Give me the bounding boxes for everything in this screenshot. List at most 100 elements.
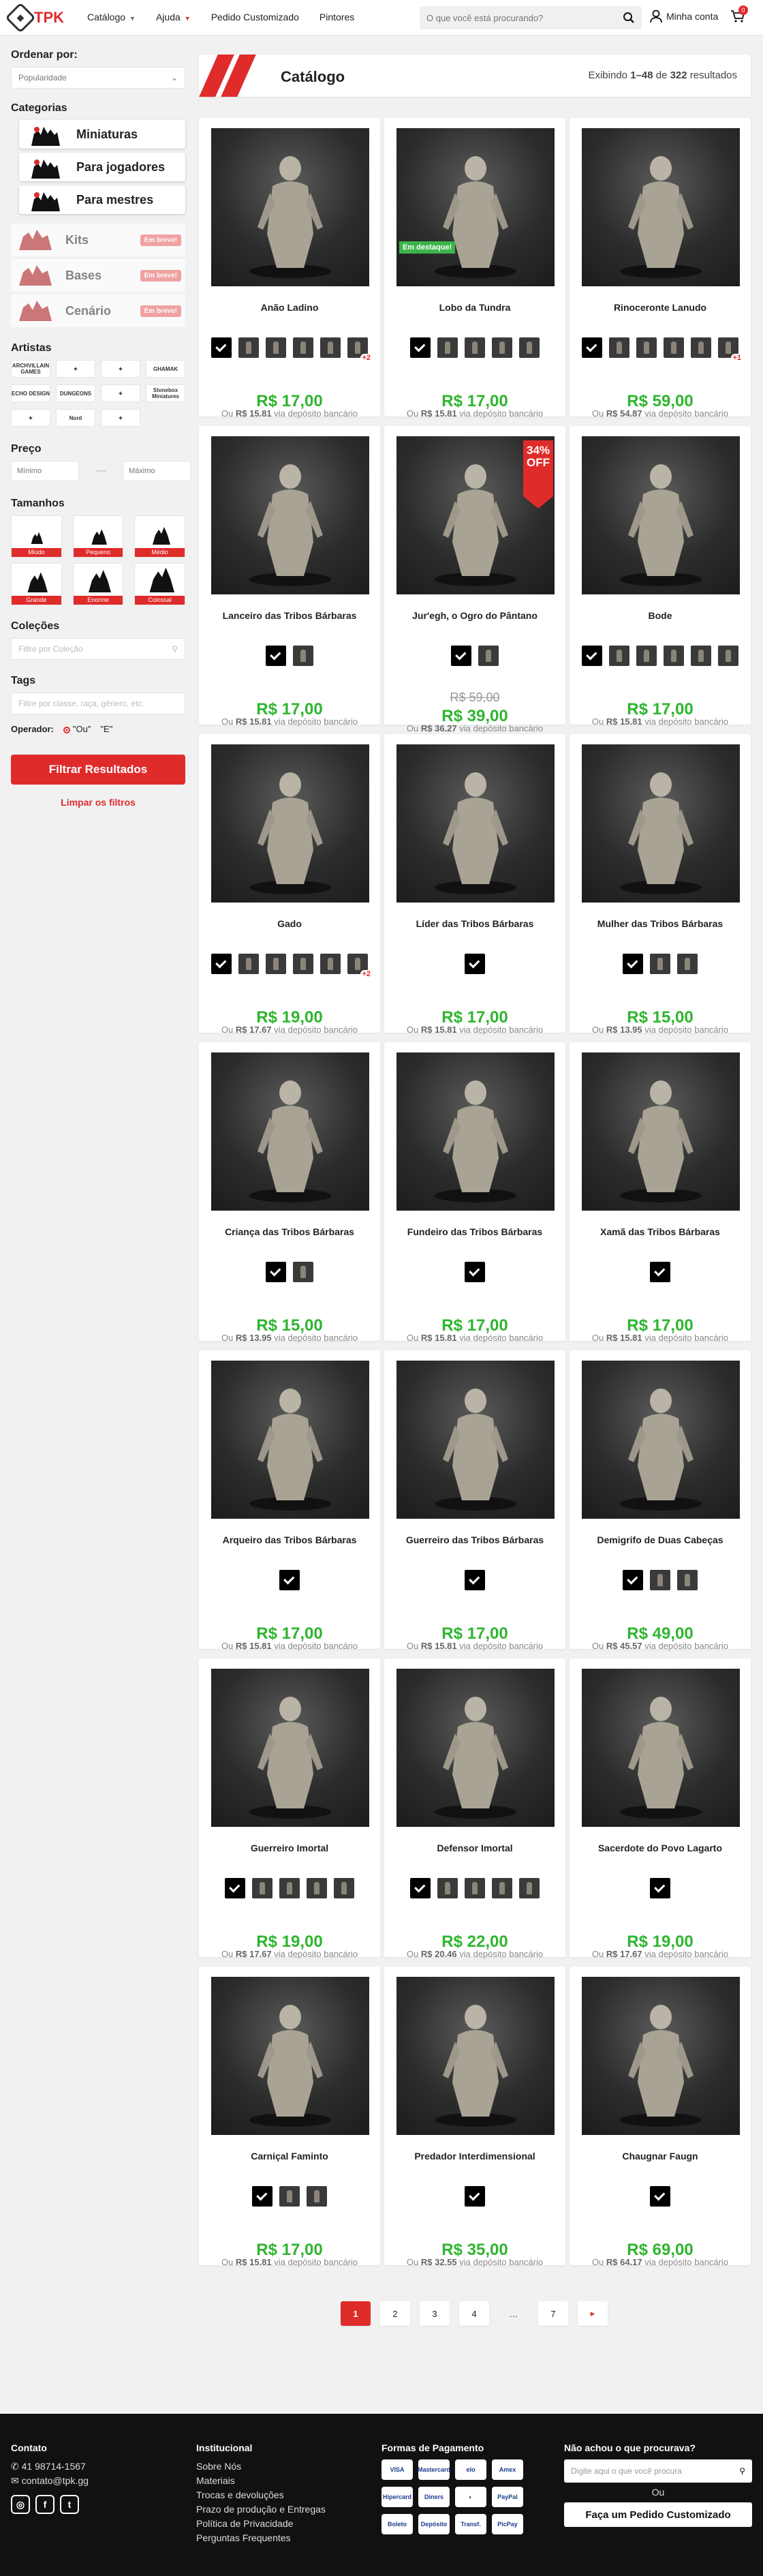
variant-thumbnail[interactable] xyxy=(293,646,313,666)
product-image[interactable] xyxy=(396,1052,555,1211)
custom-order-button[interactable]: Faça um Pedido Customizado xyxy=(564,2502,752,2527)
size-option-5[interactable]: Colossal xyxy=(134,563,185,605)
product-card[interactable]: Fundeiro das Tribos Bárbaras R$ 17,00 Ou R… xyxy=(384,1042,565,1343)
variant-thumbnail[interactable] xyxy=(293,337,313,358)
variant-thumbnail[interactable] xyxy=(691,337,711,358)
product-image[interactable] xyxy=(211,744,369,903)
variant-selected-check[interactable] xyxy=(279,1570,300,1590)
variant-selected-check[interactable] xyxy=(650,1878,670,1898)
variant-selected-check[interactable] xyxy=(410,337,431,358)
artist-logo-0[interactable]: ARCHVILLAIN GAMES xyxy=(11,360,50,378)
product-name[interactable]: Demigrifo de Duas Cabeças xyxy=(597,1534,723,1545)
variant-selected-check[interactable] xyxy=(465,954,485,974)
variant-thumbnail[interactable] xyxy=(465,337,485,358)
variant-thumbnail[interactable] xyxy=(664,337,684,358)
tags-filter-input[interactable]: Filtre por classe, raça, gênero, etc. xyxy=(11,693,185,714)
operator-or-radio[interactable]: "Ou" xyxy=(63,724,91,734)
variant-thumbnail[interactable] xyxy=(238,337,259,358)
variant-thumbnail[interactable] xyxy=(252,1878,272,1898)
variant-thumbnail[interactable] xyxy=(266,954,286,974)
variant-selected-check[interactable] xyxy=(582,646,602,666)
product-image[interactable] xyxy=(582,744,740,903)
product-card[interactable]: Sacerdote do Povo Lagarto R$ 19,00 Ou R$ 1… xyxy=(570,1658,751,1959)
variant-thumbnail[interactable] xyxy=(320,337,341,358)
variant-selected-check[interactable] xyxy=(650,2186,670,2207)
variant-thumbnail[interactable] xyxy=(437,1878,458,1898)
variant-thumbnail[interactable] xyxy=(238,954,259,974)
artist-logo-5[interactable]: DUNGEONS xyxy=(56,384,95,402)
variant-selected-check[interactable] xyxy=(650,1262,670,1282)
variant-selected-check[interactable] xyxy=(451,646,471,666)
page-button[interactable]: 3 xyxy=(420,2301,450,2326)
product-card[interactable]: Guerreiro das Tribos Bárbaras R$ 17,00 Ou … xyxy=(384,1350,565,1651)
search-input[interactable] xyxy=(426,12,623,23)
product-image[interactable] xyxy=(582,1977,740,2135)
product-image[interactable] xyxy=(582,436,740,594)
coming-category-2[interactable]: Cenário Em breve! xyxy=(11,294,185,327)
product-card[interactable]: Criança das Tribos Bárbaras R$ 15,00 Ou R$… xyxy=(199,1042,380,1343)
footer-link[interactable]: Prazo de produção e Entregas xyxy=(196,2504,326,2515)
product-name[interactable]: Chaugnar Faugn xyxy=(622,2151,698,2162)
product-image[interactable] xyxy=(396,1669,555,1827)
variant-thumbnail[interactable] xyxy=(519,1878,540,1898)
product-name[interactable]: Criança das Tribos Bárbaras xyxy=(225,1226,354,1237)
page-button[interactable]: 4 xyxy=(459,2301,489,2326)
variant-thumbnail[interactable] xyxy=(307,1878,327,1898)
footer-link[interactable]: Materiais xyxy=(196,2475,235,2486)
product-name[interactable]: Sacerdote do Povo Lagarto xyxy=(597,1843,723,1853)
artist-logo-3[interactable]: GHAMAK xyxy=(146,360,185,378)
variant-thumbnail[interactable] xyxy=(437,337,458,358)
variant-thumbnail[interactable] xyxy=(519,337,540,358)
artist-logo-9[interactable]: Nord xyxy=(56,409,95,427)
product-card[interactable]: Em destaque! Lobo da Tundra R$ 17,00 Ou R$ … xyxy=(384,118,565,419)
product-card[interactable]: Carniçal Faminto R$ 17,00 Ou R$ 15.81 via … xyxy=(199,1967,380,2267)
logo[interactable]: ◆ TPK xyxy=(5,2,64,33)
product-card[interactable]: Anão Ladino +2 R$ 17,00 Ou R$ 15.81 via dep… xyxy=(199,118,380,419)
artist-logo-1[interactable]: ✦ xyxy=(56,360,95,378)
artist-logo-6[interactable]: ✦ xyxy=(101,384,140,402)
sort-select[interactable]: Popularidade ⌄ xyxy=(11,67,185,89)
product-card[interactable]: Defensor Imortal R$ 22,00 Ou R$ 20.46 via … xyxy=(384,1658,565,1959)
variant-selected-check[interactable] xyxy=(582,337,602,358)
variant-thumbnail[interactable] xyxy=(293,954,313,974)
artist-logo-8[interactable]: ✦ xyxy=(11,409,50,427)
product-image[interactable] xyxy=(396,744,555,903)
size-option-3[interactable]: Grande xyxy=(11,563,62,605)
size-option-4[interactable]: Enorme xyxy=(72,563,124,605)
variant-thumbnail[interactable] xyxy=(609,337,629,358)
cart-button[interactable]: 0 xyxy=(730,5,748,27)
clear-filters-link[interactable]: Limpar os filtros xyxy=(61,797,136,808)
product-image[interactable]: 34% OFF xyxy=(396,436,555,594)
variant-selected-check[interactable] xyxy=(623,954,643,974)
variant-selected-check[interactable] xyxy=(266,1262,286,1282)
header-search[interactable] xyxy=(420,6,642,29)
product-card[interactable]: Demigrifo de Duas Cabeças R$ 49,00 Ou R$ 4… xyxy=(570,1350,751,1651)
page-button[interactable]: 1 xyxy=(341,2301,371,2326)
nav-item-1[interactable]: Ajuda ▼ xyxy=(156,12,191,22)
product-image[interactable] xyxy=(211,436,369,594)
variant-selected-check[interactable] xyxy=(211,337,232,358)
variant-thumbnail[interactable] xyxy=(465,1878,485,1898)
footer-link[interactable]: Trocas e devoluções xyxy=(196,2489,284,2500)
variant-selected-check[interactable] xyxy=(252,2186,272,2207)
product-image[interactable] xyxy=(211,1669,369,1827)
category-2[interactable]: Para mestres xyxy=(19,185,185,214)
variant-thumbnail[interactable] xyxy=(636,646,657,666)
product-name[interactable]: Anão Ladino xyxy=(260,302,319,313)
variant-thumbnail[interactable] xyxy=(293,1262,313,1282)
variant-thumbnail[interactable]: +1 xyxy=(718,337,743,362)
next-page-button[interactable]: ▸ xyxy=(578,2301,608,2326)
product-name[interactable]: Defensor Imortal xyxy=(437,1843,513,1853)
phone-row[interactable]: ✆ 41 98714-1567 xyxy=(11,2459,89,2474)
variant-thumbnail[interactable] xyxy=(492,1878,512,1898)
variant-selected-check[interactable] xyxy=(211,954,232,974)
variant-selected-check[interactable] xyxy=(465,2186,485,2207)
product-image[interactable] xyxy=(396,1977,555,2135)
product-image[interactable] xyxy=(582,1669,740,1827)
product-name[interactable]: Lobo da Tundra xyxy=(439,302,511,313)
product-name[interactable]: Líder das Tribos Bárbaras xyxy=(416,918,534,929)
variant-thumbnail[interactable] xyxy=(492,337,512,358)
variant-thumbnail[interactable] xyxy=(279,2186,300,2207)
footer-search-input[interactable]: Digite aqui o que você procura ⚲ xyxy=(564,2459,752,2483)
product-card[interactable]: Arqueiro das Tribos Bárbaras R$ 17,00 Ou R… xyxy=(199,1350,380,1651)
